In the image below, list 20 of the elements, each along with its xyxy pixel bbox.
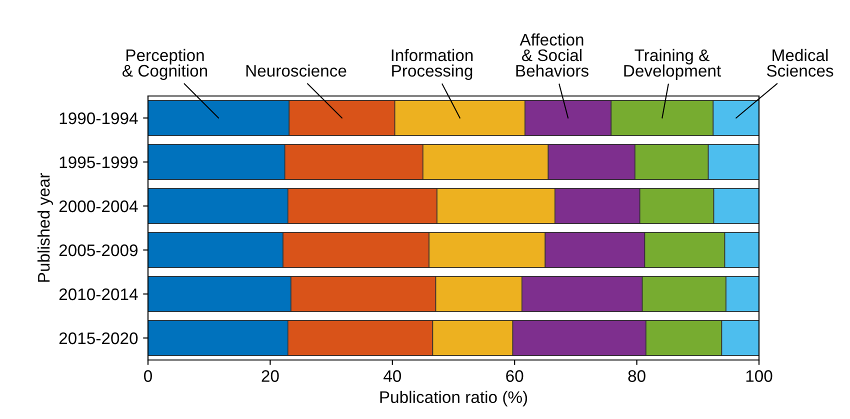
series-label: Information Processing <box>392 48 473 80</box>
series-label: Training & Development <box>624 48 721 80</box>
series-label: Affection & Social Behaviors <box>516 33 588 77</box>
y-tick-label: 1990-1994 <box>60 112 138 124</box>
x-tick-label: 80 <box>628 370 646 382</box>
y-axis-title: Published year <box>37 173 54 282</box>
x-tick-label: 0 <box>144 370 152 382</box>
series-label: Perception & Cognition <box>122 48 208 80</box>
x-tick-label: 20 <box>262 370 279 382</box>
series-label: Medical Sciences <box>766 48 834 77</box>
series-label: Neuroscience <box>246 64 346 77</box>
y-tick-label: 2015-2020 <box>59 332 138 344</box>
x-tick-label: 100 <box>746 370 772 382</box>
x-tick-label: 40 <box>384 370 402 382</box>
x-tick-label: 60 <box>506 370 524 382</box>
y-tick-label: 2005-2009 <box>59 244 138 256</box>
y-tick-label: 1995-1999 <box>60 156 138 168</box>
y-tick-label: 2000-2004 <box>59 200 138 212</box>
y-tick-label: 2010-2014 <box>59 288 138 300</box>
x-axis-title: Publication ratio (%) <box>380 390 528 406</box>
